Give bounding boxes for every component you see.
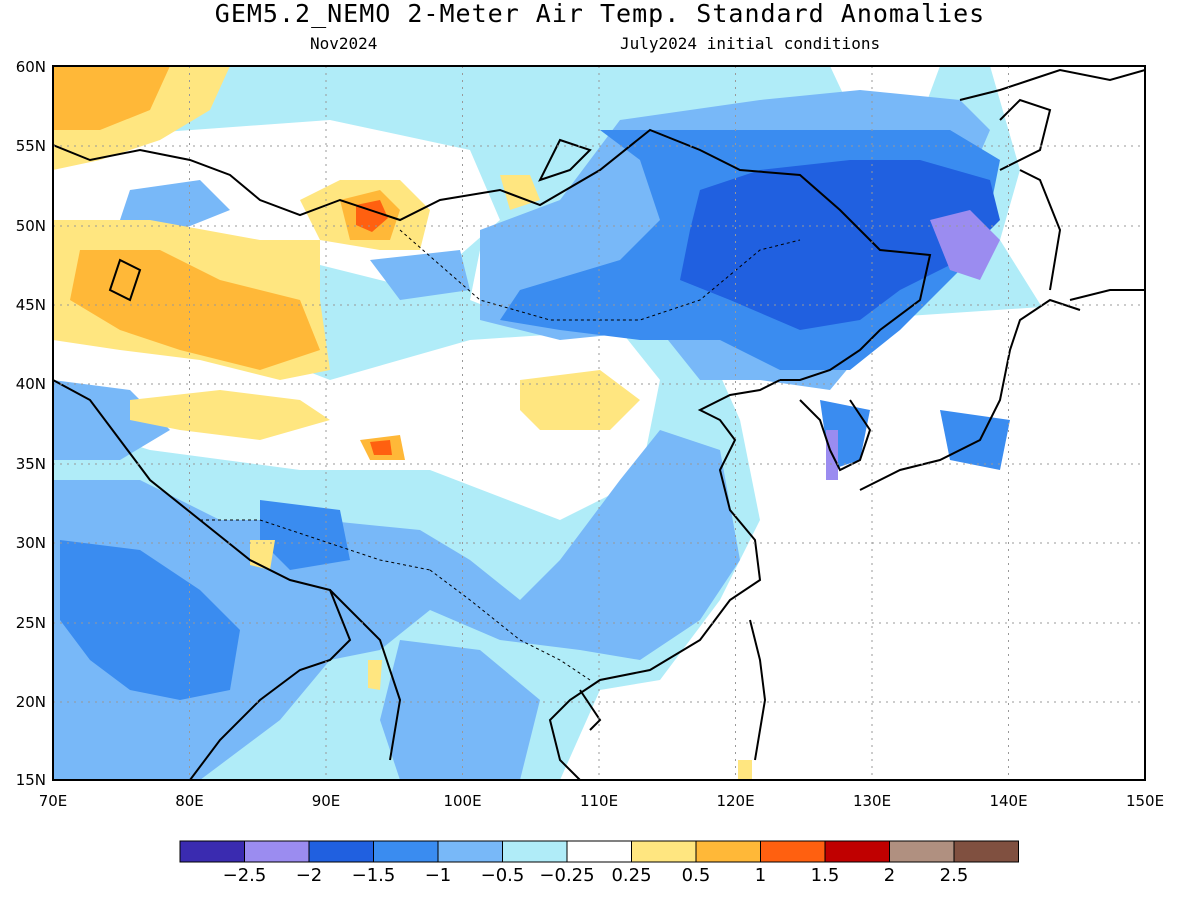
colorbar-swatch <box>502 840 568 863</box>
colorbar-swatch <box>953 840 1019 863</box>
y-tick-label: 45N <box>16 296 46 314</box>
forecast-month: Nov2024 <box>310 34 378 53</box>
x-axis-labels: 70E 80E 90E 100E 110E 120E 130E 140E 150… <box>39 792 1164 810</box>
anomaly-field <box>53 66 1145 780</box>
y-tick-label: 15N <box>16 771 46 789</box>
x-tick-label: 130E <box>853 792 891 810</box>
colorbar-swatch <box>179 840 245 863</box>
y-tick-label: 30N <box>16 534 46 552</box>
x-tick-label: 120E <box>716 792 754 810</box>
colorbar-label: 0.5 <box>682 865 711 886</box>
colorbar-label: −1.5 <box>352 865 396 886</box>
colorbar-label: 1 <box>755 865 766 886</box>
x-tick-label: 100E <box>443 792 481 810</box>
colorbar-swatch <box>760 840 826 863</box>
chart-title: GEM5.2_NEMO 2-Meter Air Temp. Standard A… <box>214 0 986 28</box>
x-tick-label: 140E <box>989 792 1027 810</box>
x-tick-label: 70E <box>39 792 68 810</box>
colorbar-label: 2 <box>884 865 895 886</box>
gridlines <box>53 66 1145 780</box>
y-tick-label: 40N <box>16 375 46 393</box>
colorbar-label: −2.5 <box>223 865 267 886</box>
colorbar-swatch <box>824 840 890 863</box>
map-frame <box>52 65 1146 781</box>
colorbar-swatch <box>308 840 374 863</box>
colorbar-swatch <box>889 840 955 863</box>
country-borders <box>200 229 801 681</box>
coastlines <box>53 68 1145 780</box>
colorbar-swatch <box>566 840 632 863</box>
y-tick-label: 20N <box>16 693 46 711</box>
colorbar-swatch <box>437 840 503 863</box>
colorbar-label: −0.25 <box>539 865 594 886</box>
colorbar-label: −2 <box>296 865 323 886</box>
initial-conditions: July2024 initial conditions <box>620 34 881 53</box>
y-tick-label: 35N <box>16 455 46 473</box>
colorbar-label: −0.5 <box>481 865 525 886</box>
colorbar-label: 1.5 <box>811 865 840 886</box>
colorbar-label: 2.5 <box>940 865 969 886</box>
colorbar-label: −1 <box>425 865 452 886</box>
colorbar: −2.5 −2 −1.5 −1 −0.5 −0.25 0.25 0.5 1 1.5 2 2.5 <box>179 840 1019 886</box>
y-tick-label: 50N <box>16 217 46 235</box>
colorbar-swatch <box>695 840 761 863</box>
colorbar-label: 0.25 <box>611 865 651 886</box>
colorbar-swatch <box>631 840 697 863</box>
x-tick-label: 80E <box>175 792 204 810</box>
y-tick-label: 55N <box>16 137 46 155</box>
y-tick-label: 25N <box>16 614 46 632</box>
y-tick-label: 60N <box>16 58 46 76</box>
colorbar-swatch <box>244 840 310 863</box>
x-tick-label: 110E <box>580 792 618 810</box>
colorbar-swatch <box>373 840 439 863</box>
y-axis-labels: 15N 20N 25N 30N 35N 40N 45N 50N 55N 60N <box>16 58 46 789</box>
x-tick-label: 90E <box>312 792 341 810</box>
x-tick-label: 150E <box>1126 792 1164 810</box>
